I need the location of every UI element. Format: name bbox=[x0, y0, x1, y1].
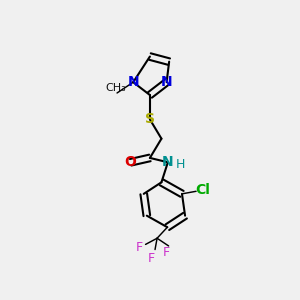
Text: Cl: Cl bbox=[195, 183, 210, 197]
Text: F: F bbox=[148, 251, 155, 265]
Text: S: S bbox=[145, 112, 155, 126]
Text: F: F bbox=[163, 246, 170, 260]
Text: H: H bbox=[176, 158, 185, 171]
Text: N: N bbox=[128, 75, 139, 89]
Text: N: N bbox=[162, 155, 174, 169]
Text: CH₃: CH₃ bbox=[105, 83, 126, 93]
Text: N: N bbox=[161, 75, 172, 89]
Text: O: O bbox=[125, 155, 136, 169]
Text: F: F bbox=[136, 241, 143, 254]
